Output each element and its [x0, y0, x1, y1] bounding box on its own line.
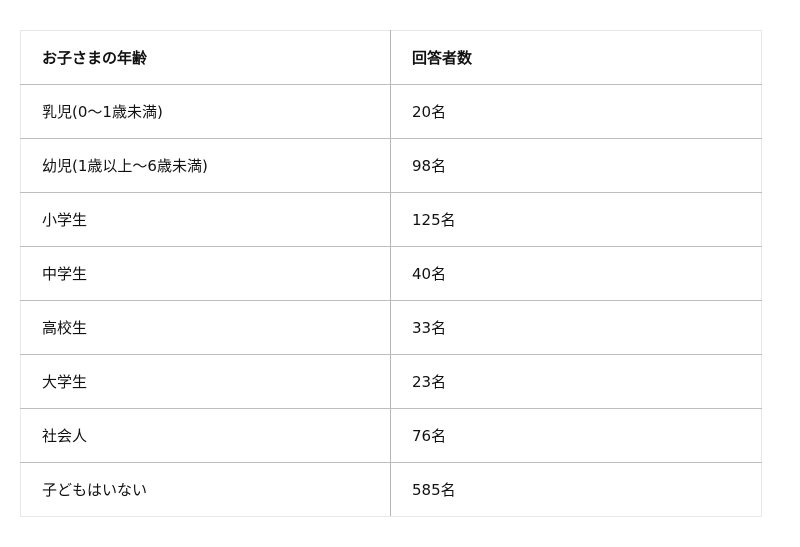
cell-count: 23名 — [390, 354, 762, 409]
cell-age-group: 幼児(1歳以上～6歳未満) — [20, 138, 391, 193]
cell-age-group: 小学生 — [20, 192, 391, 247]
header-child-age: お子さまの年齢 — [20, 30, 391, 85]
cell-count: 585名 — [390, 462, 762, 517]
cell-age-group: 中学生 — [20, 246, 391, 301]
cell-count: 40名 — [390, 246, 762, 301]
table-row: 高校生 33名 — [20, 300, 762, 355]
cell-age-group: 高校生 — [20, 300, 391, 355]
cell-count: 76名 — [390, 408, 762, 463]
table-row: 社会人 76名 — [20, 408, 762, 463]
cell-age-group: 子どもはいない — [20, 462, 391, 517]
respondent-age-table: お子さまの年齢 回答者数 乳児(0～1歳未満) 20名 幼児(1歳以上～6歳未満) 9… — [20, 30, 762, 517]
cell-count: 33名 — [390, 300, 762, 355]
cell-age-group: 乳児(0～1歳未満) — [20, 84, 391, 139]
header-respondent-count: 回答者数 — [390, 30, 762, 85]
table-row: 幼児(1歳以上～6歳未満) 98名 — [20, 138, 762, 193]
cell-age-group: 大学生 — [20, 354, 391, 409]
table-row: 小学生 125名 — [20, 192, 762, 247]
table-row: 大学生 23名 — [20, 354, 762, 409]
table-row: 子どもはいない 585名 — [20, 462, 762, 517]
cell-age-group: 社会人 — [20, 408, 391, 463]
table-row: 中学生 40名 — [20, 246, 762, 301]
cell-count: 98名 — [390, 138, 762, 193]
table-row: 乳児(0～1歳未満) 20名 — [20, 84, 762, 139]
cell-count: 20名 — [390, 84, 762, 139]
table-header-row: お子さまの年齢 回答者数 — [20, 30, 762, 85]
cell-count: 125名 — [390, 192, 762, 247]
